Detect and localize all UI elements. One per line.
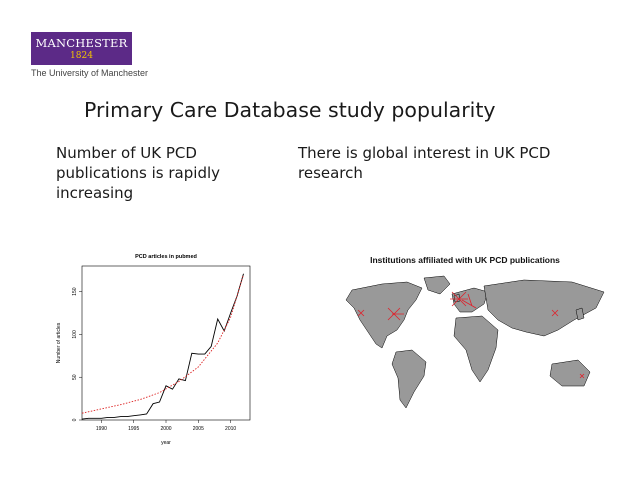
map-title: Institutions affiliated with UK PCD publ… bbox=[370, 255, 560, 265]
plot-frame bbox=[81, 265, 251, 421]
marker-uk bbox=[450, 291, 468, 307]
x-tick-label: 1995 bbox=[128, 426, 139, 432]
y-tick-label: 150 bbox=[72, 287, 78, 296]
y-tick-label: 0 bbox=[72, 418, 78, 421]
left-column-text: Number of UK PCD publications is rapidly… bbox=[56, 144, 221, 202]
series-line-2 bbox=[81, 274, 244, 414]
australia bbox=[549, 359, 591, 387]
islands bbox=[575, 307, 585, 321]
x-tick-label: 1990 bbox=[96, 426, 107, 432]
y-tick-label: 100 bbox=[72, 330, 78, 339]
marker-us-east bbox=[387, 307, 404, 321]
logo-year: 1824 bbox=[70, 51, 93, 61]
university-logo: MANCHESTER 1824 bbox=[31, 32, 132, 65]
x-axis-label: year bbox=[161, 440, 171, 446]
affiliation-markers bbox=[357, 291, 585, 379]
marker-europe bbox=[461, 293, 477, 309]
x-tick-label: 2000 bbox=[160, 426, 171, 432]
marker-asia bbox=[551, 309, 559, 317]
africa bbox=[453, 315, 499, 383]
x-tick-label: 2010 bbox=[225, 426, 236, 432]
pubmed-line-chart: PCD articles in pubmed 1990 1995 2000 2005 20… bbox=[56, 254, 251, 446]
y-axis-label: Number of articles bbox=[56, 322, 62, 363]
series-line-1 bbox=[81, 273, 244, 420]
marker-us-west bbox=[357, 309, 365, 317]
chart-title: PCD articles in pubmed bbox=[135, 254, 197, 260]
world-map bbox=[345, 275, 605, 409]
logo-tagline: The University of Manchester bbox=[31, 68, 149, 78]
north-america bbox=[345, 281, 423, 349]
y-tick-label: 50 bbox=[72, 374, 78, 380]
x-tick-label: 2005 bbox=[193, 426, 204, 432]
asia bbox=[483, 279, 605, 337]
logo-name: MANCHESTER bbox=[35, 36, 128, 50]
greenland bbox=[423, 275, 451, 295]
slide-title: Primary Care Database study popularity bbox=[84, 98, 496, 122]
south-america bbox=[391, 349, 427, 409]
marker-australia bbox=[579, 373, 585, 379]
right-column-text: There is global interest in UK PCD resea… bbox=[298, 144, 551, 182]
map-land bbox=[345, 275, 605, 409]
